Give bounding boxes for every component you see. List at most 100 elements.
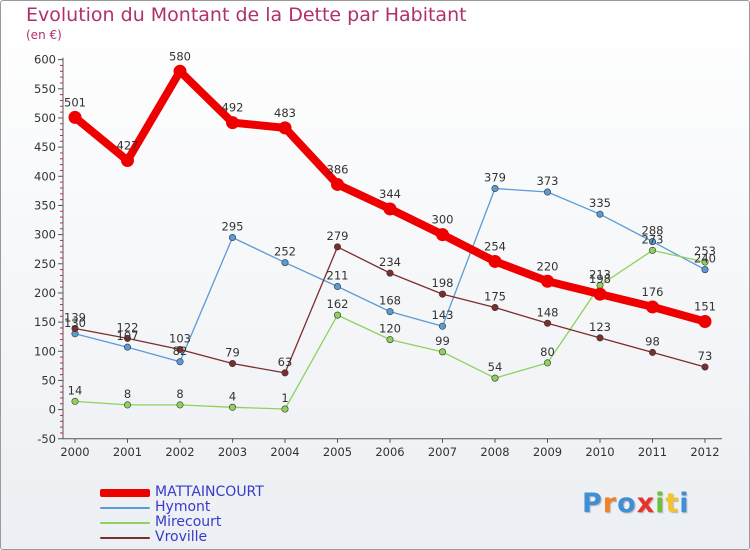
y-tick-label: 500 bbox=[34, 111, 56, 125]
data-label: 80 bbox=[540, 345, 555, 359]
legend-label: Hymont bbox=[155, 499, 211, 515]
data-label: 123 bbox=[589, 320, 611, 334]
data-label: 240 bbox=[694, 252, 716, 266]
data-label: 168 bbox=[379, 294, 401, 308]
data-point bbox=[124, 401, 132, 409]
data-point bbox=[491, 185, 499, 193]
data-label: 483 bbox=[274, 106, 296, 120]
data-label: 386 bbox=[327, 162, 349, 176]
data-point bbox=[488, 254, 502, 268]
x-tick-label: 2007 bbox=[428, 445, 457, 459]
data-label: 107 bbox=[117, 329, 139, 343]
data-point bbox=[331, 177, 344, 191]
series-layer bbox=[68, 64, 712, 413]
y-tick-label: 450 bbox=[34, 140, 56, 154]
data-label: 73 bbox=[698, 349, 713, 363]
y-tick-label: 200 bbox=[34, 286, 56, 300]
data-label: 198 bbox=[432, 276, 454, 290]
data-point bbox=[436, 228, 449, 242]
data-point bbox=[71, 397, 79, 405]
data-point bbox=[386, 336, 394, 344]
data-label: 175 bbox=[484, 290, 506, 304]
data-label: 252 bbox=[274, 245, 296, 259]
logo-letter: P bbox=[582, 488, 603, 519]
data-label: 220 bbox=[537, 259, 559, 273]
legend-label: Mirecourt bbox=[155, 514, 222, 530]
data-point bbox=[278, 121, 292, 135]
data-point bbox=[229, 360, 237, 368]
data-label: 211 bbox=[327, 269, 349, 283]
data-label: 8 bbox=[124, 387, 131, 401]
legend: MATTAINCOURT Hymont Mirecourt Vroville bbox=[100, 485, 264, 545]
data-point bbox=[596, 334, 604, 342]
data-point bbox=[124, 334, 132, 342]
data-point bbox=[226, 116, 239, 130]
x-tick-label: 2010 bbox=[585, 445, 614, 459]
data-label: 79 bbox=[225, 346, 240, 360]
data-label: 373 bbox=[537, 174, 559, 188]
y-tick-label: 150 bbox=[34, 315, 56, 329]
data-label: 162 bbox=[327, 297, 349, 311]
data-label: 335 bbox=[589, 196, 611, 210]
data-point bbox=[646, 300, 659, 314]
data-label: 14 bbox=[68, 383, 83, 397]
x-tick-label: 2003 bbox=[218, 445, 247, 459]
data-point bbox=[68, 110, 82, 124]
data-label: 492 bbox=[222, 101, 244, 115]
data-label: 120 bbox=[379, 322, 401, 336]
data-label: 122 bbox=[117, 320, 139, 334]
legend-item-vroville: Vroville bbox=[100, 530, 264, 545]
y-tick-label: 600 bbox=[34, 53, 56, 67]
data-label: 501 bbox=[64, 95, 86, 109]
data-label: 176 bbox=[642, 285, 664, 299]
legend-swatch bbox=[100, 521, 150, 524]
data-point bbox=[176, 401, 184, 409]
data-point bbox=[333, 243, 341, 251]
legend-item-hymont: Hymont bbox=[100, 500, 264, 515]
data-point bbox=[383, 202, 397, 216]
data-point bbox=[701, 258, 709, 266]
data-point bbox=[438, 290, 446, 298]
data-point bbox=[71, 325, 79, 333]
y-tick-label: 50 bbox=[41, 373, 56, 387]
data-point bbox=[386, 269, 394, 277]
data-label: 139 bbox=[64, 311, 86, 325]
data-label: 234 bbox=[379, 255, 401, 269]
data-label: 288 bbox=[642, 224, 664, 238]
y-tick-label: 550 bbox=[34, 82, 56, 96]
data-label: 103 bbox=[169, 332, 191, 346]
data-label: 427 bbox=[117, 139, 139, 153]
data-point bbox=[491, 374, 499, 382]
logo-letter: i bbox=[679, 488, 690, 519]
x-axis: 2000 2001 2002 2003 2004 2005 2006 2007 2008 2009… bbox=[60, 438, 722, 459]
data-label: 254 bbox=[484, 239, 506, 253]
x-tick-label: 2000 bbox=[60, 445, 89, 459]
data-point bbox=[229, 234, 237, 242]
data-label: 273 bbox=[642, 232, 664, 246]
y-tick-label: 0 bbox=[49, 403, 56, 417]
logo-letter: x bbox=[636, 488, 656, 519]
x-tick-label: 2012 bbox=[690, 445, 719, 459]
data-point bbox=[281, 259, 289, 267]
x-tick-label: 2006 bbox=[375, 445, 404, 459]
series-mirecourt bbox=[71, 246, 709, 413]
data-point bbox=[438, 322, 446, 330]
data-label: 4 bbox=[229, 389, 236, 403]
data-label: 344 bbox=[379, 187, 401, 201]
y-tick-label: -50 bbox=[37, 432, 56, 446]
data-label: 8 bbox=[176, 387, 183, 401]
data-label: 130 bbox=[64, 316, 86, 330]
y-tick-label: 350 bbox=[34, 198, 56, 212]
data-point bbox=[121, 154, 134, 168]
data-label: 295 bbox=[222, 220, 244, 234]
data-point bbox=[386, 308, 394, 316]
data-label: 99 bbox=[435, 334, 450, 348]
data-point bbox=[333, 283, 341, 291]
x-tick-label: 2004 bbox=[270, 445, 299, 459]
x-tick-label: 2008 bbox=[480, 445, 509, 459]
proxiti-logo: Proxiti bbox=[582, 488, 690, 519]
legend-label: MATTAINCOURT bbox=[155, 484, 264, 500]
